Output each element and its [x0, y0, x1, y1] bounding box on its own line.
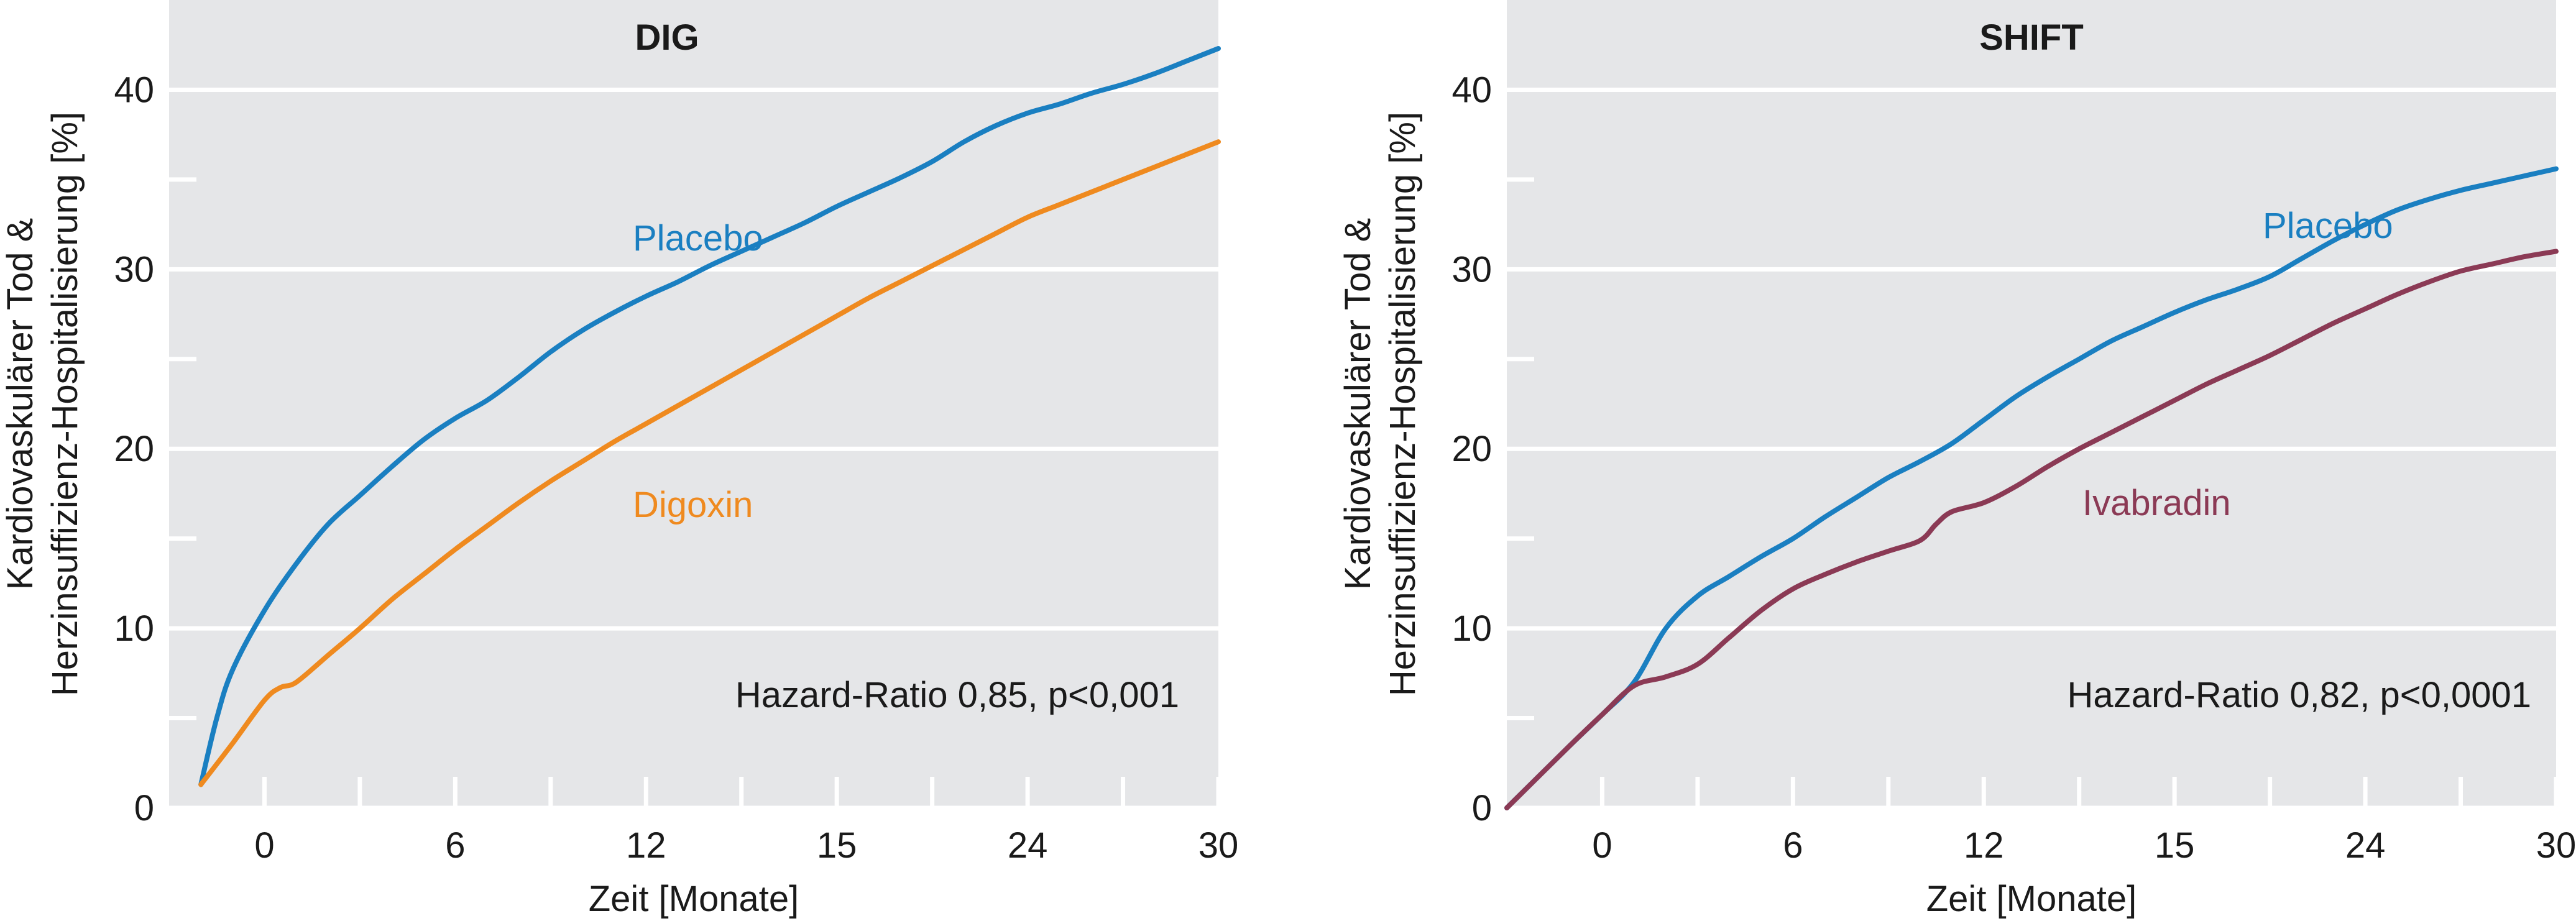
gridlines — [169, 87, 1218, 810]
series-line-digoxin — [198, 139, 1221, 787]
y-tick-label: 20 — [114, 429, 154, 469]
x-tick-label: 6 — [445, 825, 465, 866]
x-tick-label: 30 — [1198, 825, 1239, 866]
x-tick-label: 12 — [626, 825, 666, 866]
y-tick-label: 40 — [114, 70, 154, 110]
y-tick-label: 30 — [1451, 249, 1492, 290]
series-label-ivabradin: Ivabradin — [2082, 483, 2231, 523]
series-label-digoxin: Digoxin — [633, 485, 753, 525]
x-axis-label: Zeit [Monate] — [589, 879, 799, 919]
x-tick-label: 24 — [2345, 825, 2386, 866]
hazard-ratio-annotation: Hazard-Ratio 0,85, p<0,001 — [735, 675, 1179, 715]
series-label-placebo: Placebo — [2263, 206, 2393, 246]
x-tick-labels: 0 6 12 15 24 30 — [254, 825, 1238, 866]
y-tick-labels: 0 10 20 30 40 — [1451, 70, 1492, 828]
series-label-placebo: Placebo — [633, 218, 763, 259]
chart-title: DIG — [635, 17, 699, 58]
plot-background — [169, 0, 1218, 808]
x-tick-label: 30 — [2536, 825, 2576, 866]
minor-ticks — [169, 177, 1221, 808]
y-tick-label: 10 — [114, 608, 154, 649]
x-tick-label: 24 — [1008, 825, 1048, 866]
series-line-ivabradin — [1504, 249, 2559, 810]
y-tick-label: 40 — [1451, 70, 1492, 110]
x-tick-label: 15 — [817, 825, 857, 866]
series-lines — [198, 46, 1221, 787]
x-tick-label: 12 — [1964, 825, 2004, 866]
x-tick-label: 0 — [254, 825, 274, 866]
minor-ticks — [1507, 177, 2559, 808]
y-axis-label-line-2: Herzinsuffizienz-Hospitalisierung [%] — [45, 112, 85, 696]
panel-shift: SHIFT 0 10 20 30 40 0 6 12 15 24 30 Zeit… — [1338, 0, 2576, 919]
y-tick-label: 30 — [114, 249, 154, 290]
y-axis-label-line-2: Herzinsuffizienz-Hospitalisierung [%] — [1382, 112, 1423, 696]
series-lines — [1504, 166, 2559, 810]
hazard-ratio-annotation: Hazard-Ratio 0,82, p<0,0001 — [2068, 675, 2531, 715]
x-tick-labels: 0 6 12 15 24 30 — [1592, 825, 2576, 866]
y-tick-label: 10 — [1451, 608, 1492, 649]
y-axis-label-line-1: Kardiovaskulärer Tod & — [0, 218, 40, 590]
gridlines — [1507, 87, 2556, 810]
y-tick-labels: 0 10 20 30 40 — [114, 70, 154, 828]
x-tick-label: 0 — [1592, 825, 1612, 866]
series-line-placebo — [198, 46, 1221, 787]
x-tick-label: 6 — [1783, 825, 1803, 866]
panel-dig: DIG 0 10 20 30 40 0 6 12 15 24 30 Zeit [… — [0, 0, 1238, 919]
y-axis-label-line-1: Kardiovaskulärer Tod & — [1338, 218, 1378, 590]
chart-title: SHIFT — [1979, 17, 2084, 58]
x-axis-label: Zeit [Monate] — [1926, 879, 2137, 919]
x-tick-label: 15 — [2155, 825, 2195, 866]
series-line-placebo — [1504, 166, 2559, 810]
y-tick-label: 20 — [1451, 429, 1492, 469]
y-tick-label: 0 — [1472, 788, 1492, 828]
y-tick-label: 0 — [134, 788, 154, 828]
